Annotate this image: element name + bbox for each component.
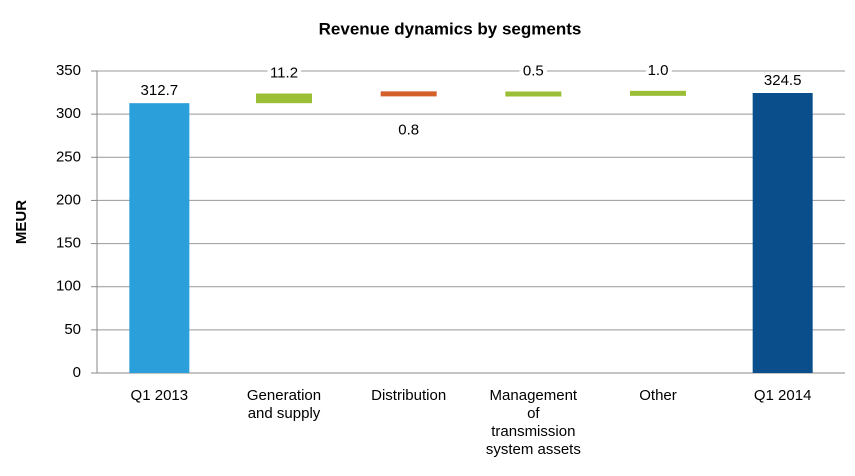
- bar: [380, 91, 437, 97]
- y-tick-label: 50: [64, 321, 81, 338]
- y-tick-label: 100: [56, 278, 81, 295]
- value-label: 0.5: [523, 62, 544, 79]
- y-axis-label: MEUR: [13, 200, 30, 244]
- value-label: 11.2: [270, 64, 298, 81]
- value-label: 324.5: [764, 72, 802, 89]
- x-tick-label: Other: [639, 387, 677, 404]
- x-tick-label: Q1 2014: [753, 387, 812, 404]
- chart-title: Revenue dynamics by segments: [319, 19, 582, 38]
- bar: [630, 90, 686, 96]
- bar: [129, 103, 190, 373]
- y-tick-label: 0: [73, 364, 81, 381]
- y-tick-label: 150: [56, 235, 81, 252]
- value-label: 0.8: [398, 121, 419, 138]
- y-tick-label: 200: [56, 191, 81, 208]
- x-tick-label: Q1 2013: [130, 387, 189, 404]
- bar: [256, 93, 312, 104]
- x-tick-label: Distribution: [371, 387, 447, 404]
- bar: [752, 93, 813, 373]
- y-tick-label: 350: [56, 62, 81, 79]
- y-tick-label: 250: [56, 148, 81, 165]
- x-tick-label: Management of transmission system assets: [485, 387, 581, 458]
- value-label: 312.7: [141, 82, 179, 99]
- y-tick-label: 300: [56, 105, 81, 122]
- bar: [505, 91, 562, 97]
- x-tick-label: Generation and supply: [246, 387, 322, 422]
- value-label: 1.0: [648, 62, 669, 79]
